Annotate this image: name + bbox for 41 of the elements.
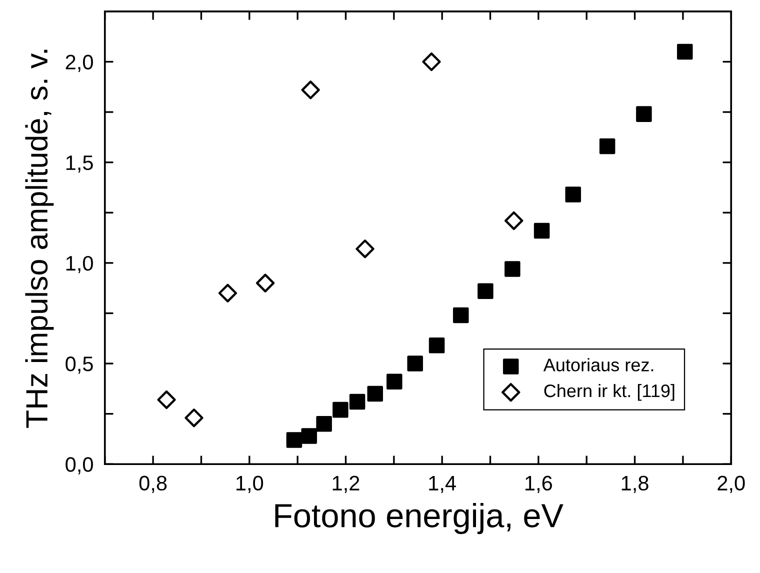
y-tick-label: 1,0 xyxy=(66,256,93,274)
point xyxy=(636,106,652,122)
point xyxy=(301,428,318,444)
point xyxy=(316,416,332,432)
point xyxy=(301,80,320,100)
point xyxy=(286,432,302,448)
point xyxy=(504,261,520,277)
point xyxy=(422,52,441,72)
point xyxy=(367,386,384,402)
point xyxy=(676,44,693,60)
point xyxy=(386,374,402,390)
point xyxy=(256,274,275,292)
point xyxy=(428,338,445,354)
x-tick-label: 1,8 xyxy=(622,476,648,494)
point xyxy=(349,394,366,410)
point xyxy=(534,222,550,239)
y-tick-label: 2,0 xyxy=(66,54,93,72)
legend-label: Autoriaus rez. xyxy=(543,358,654,372)
point xyxy=(478,283,494,299)
point xyxy=(504,211,524,230)
point xyxy=(565,186,581,202)
y-tick-label: 1,5 xyxy=(66,156,93,173)
x-tick-label: 1,6 xyxy=(526,476,552,494)
x-axis-title: Fotono energija, eV xyxy=(275,502,564,534)
point xyxy=(332,402,348,418)
point xyxy=(356,240,374,258)
point xyxy=(184,408,204,428)
x-tick-label: 1,0 xyxy=(236,476,264,494)
point xyxy=(218,284,238,302)
legend-label: Chern ir kt. [119] xyxy=(544,384,674,401)
y-tick-label: 0,0 xyxy=(66,457,93,474)
x-tick-label: 2,0 xyxy=(718,476,745,494)
point xyxy=(407,356,423,372)
point xyxy=(157,390,176,410)
x-tick-label: 1,4 xyxy=(429,476,456,494)
y-axis-title: THz impulso amplitudė, s. v. xyxy=(25,50,54,428)
point xyxy=(599,138,616,154)
x-tick-label: 0,8 xyxy=(139,476,167,494)
y-tick-label: 0,5 xyxy=(66,356,93,374)
point xyxy=(452,307,469,324)
x-tick-label: 1,2 xyxy=(332,476,360,494)
